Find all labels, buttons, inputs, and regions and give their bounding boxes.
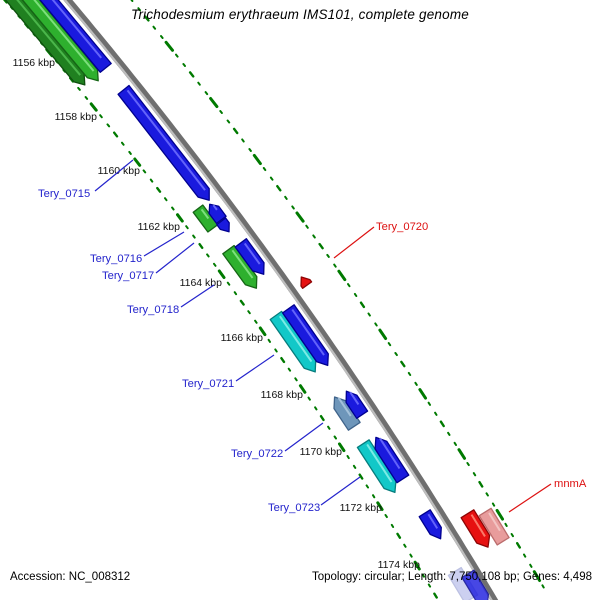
gene-tery-0720[interactable] [300,276,313,289]
label-leader-line [155,242,195,274]
gene-arrow-sheen [470,514,486,537]
gene-arrow[interactable] [234,238,265,275]
gene-arrow[interactable] [216,217,230,233]
scale-label: 1174 kbp [378,559,421,571]
scale-label: 1156 kbp [13,57,56,69]
gene-tery-0721[interactable] [269,310,317,373]
gene-tery-0718[interactable] [222,244,258,289]
genome-meta-text: Topology: circular; Length: 7,750,108 bp… [311,571,592,583]
label-leader-line [143,231,185,257]
gene-arrow-sheen [337,397,352,417]
scale-label: 1168 kbp [261,389,304,401]
gene-label-tery-0717[interactable]: Tery_0717 [102,270,154,282]
gene-arrow-sheen [33,0,95,72]
label-leader-line [333,226,375,259]
map-title: Trichodesmium erythraeum IMS101, complet… [131,7,469,22]
gene-label-tery-0722[interactable]: Tery_0722 [231,448,283,460]
mid-tick-marks [143,15,521,549]
gene-arrow-sheen [16,0,81,76]
gene-arrow-sheen [349,391,360,405]
outer-scale-ticks [130,0,545,589]
gene-arrow-sheen [212,204,218,211]
minor-tick-marks [130,0,545,589]
label-leader-line [235,354,275,382]
scale-label: 1162 kbp [138,221,181,233]
gene-arrow-sheen [243,242,261,265]
gene-arrow-sheen [366,443,393,483]
gene-arrow-sheen [200,208,210,220]
scale-label: 1172 kbp [340,502,383,514]
label-leader-line [284,422,324,452]
gene-arrow[interactable] [281,304,329,367]
major-tick-marks [164,40,542,582]
label-leader-line [508,483,552,513]
gene-arrow-sheen [126,89,206,191]
gene-arrow[interactable] [4,0,86,86]
gene-mnma[interactable] [478,507,510,546]
label-leader-line [94,159,134,192]
scale-label: 1164 kbp [180,277,223,289]
gene-arrow[interactable] [460,509,491,548]
gene-arrow-sheen [488,512,501,532]
gene-tery-0715[interactable] [117,84,210,201]
gene-arrow[interactable] [25,0,112,73]
gene-arrow-sheen [231,249,254,279]
scale-label: 1158 kbp [55,111,98,123]
gene-arrow[interactable] [19,0,99,82]
gene-arrow[interactable] [418,509,442,540]
gene-label-mnma[interactable]: mnmA [554,478,587,490]
gene-label-tery-0720[interactable]: Tery_0720 [376,221,428,233]
gene-arrow-sheen [291,308,325,356]
accession-text: Accession: NC_008312 [10,571,131,583]
gene-label-tery-0721[interactable]: Tery_0721 [182,378,234,390]
gene-arrow-sheen [278,315,313,363]
scale-label: 1166 kbp [221,332,264,344]
genome-axis[interactable] [29,0,513,600]
gene-label-tery-0723[interactable]: Tery_0723 [268,502,320,514]
gene-label-tery-0716[interactable]: Tery_0716 [90,253,142,265]
gene-arrow-sheen [51,0,103,59]
gene-label-tery-0715[interactable]: Tery_0715 [38,188,90,200]
label-leader-line [180,284,215,308]
gene-arrow-sheen [427,513,439,529]
gene-arrow-sheen [378,437,401,470]
gene-label-tery-0718[interactable]: Tery_0718 [127,304,179,316]
gene-tery-0723[interactable] [356,439,397,494]
label-leader-line [320,476,361,506]
scale-label: 1170 kbp [300,446,343,458]
genome-axis-highlight [63,0,493,600]
